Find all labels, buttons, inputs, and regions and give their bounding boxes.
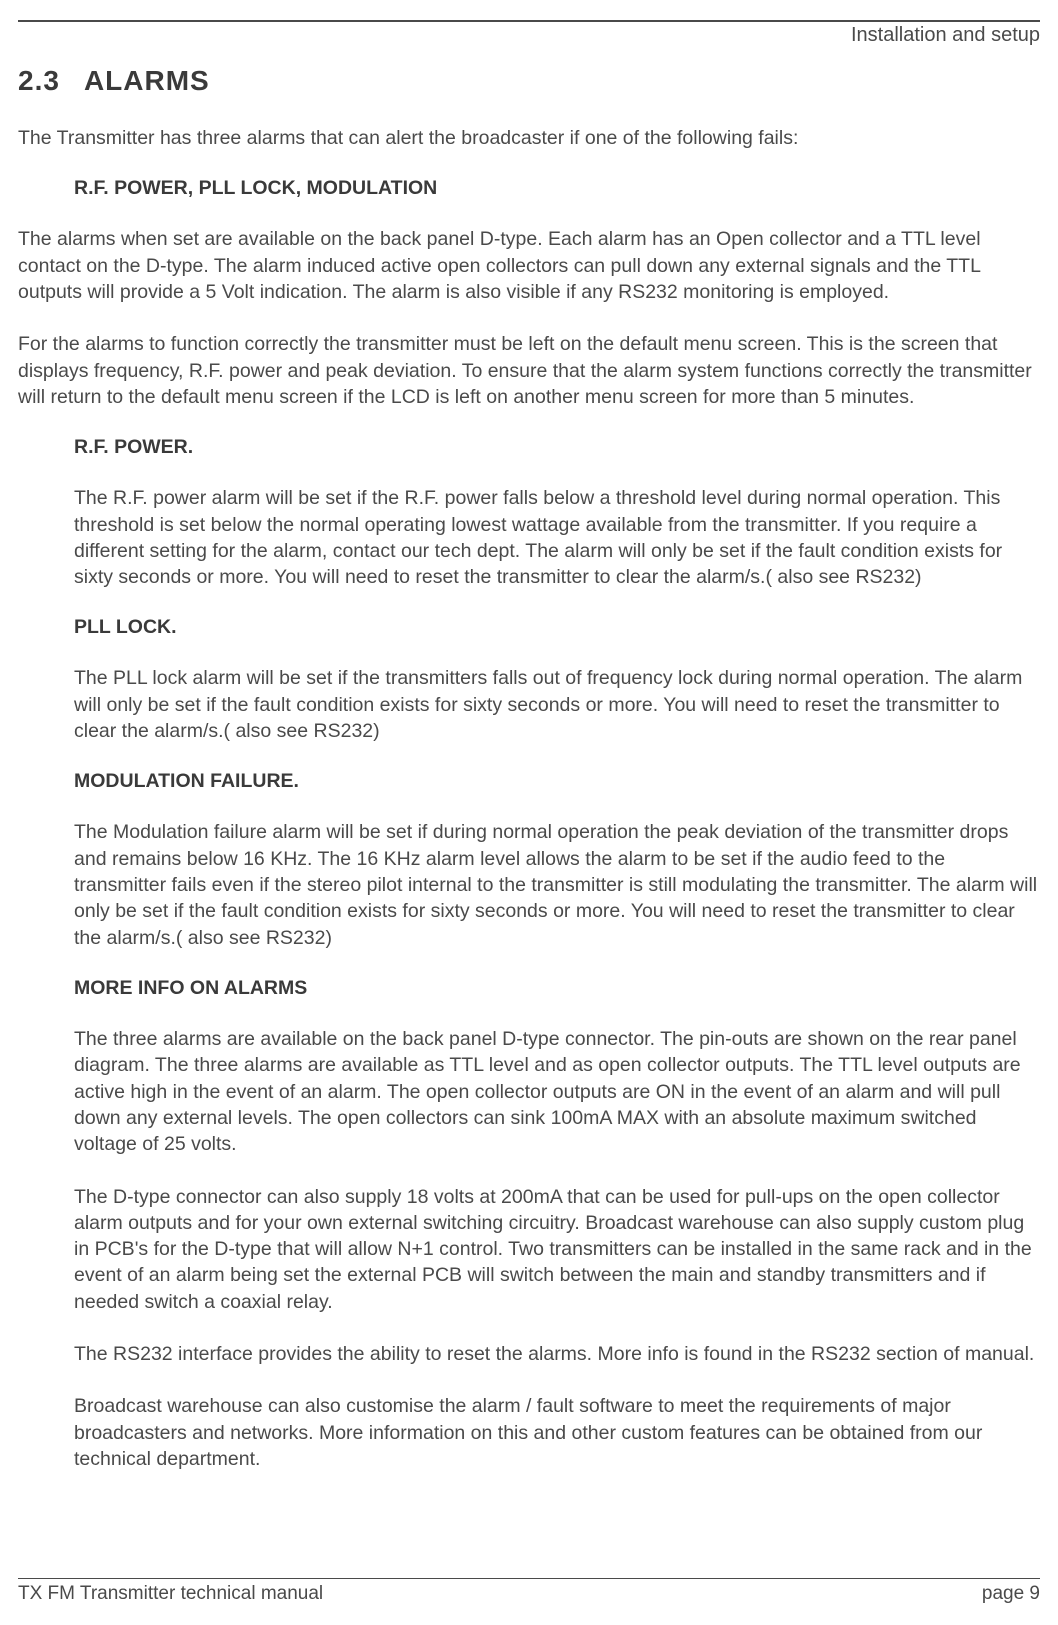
alarm-types: R.F. POWER, PLL LOCK, MODULATION [74,177,1040,200]
footer-rule [18,1578,1040,1579]
footer-left: TX FM Transmitter technical manual [18,1583,323,1605]
more-info-p3: The RS232 interface provides the ability… [74,1341,1040,1367]
intro-p1: The Transmitter has three alarms that ca… [18,125,1040,151]
more-info-p2: The D-type connector can also supply 18 … [74,1184,1040,1316]
rf-power-heading: R.F. POWER. [74,436,1040,459]
modulation-body: The Modulation failure alarm will be set… [74,819,1040,951]
modulation-heading: MODULATION FAILURE. [74,770,1040,793]
more-info-heading: MORE INFO ON ALARMS [74,977,1040,1000]
intro-p3: For the alarms to function correctly the… [18,331,1040,410]
rf-power-body: The R.F. power alarm will be set if the … [74,485,1040,590]
intro-p2: The alarms when set are available on the… [18,226,1040,305]
pll-lock-body: The PLL lock alarm will be set if the tr… [74,665,1040,744]
header-rule [18,20,1040,22]
more-info-p4: Broadcast warehouse can also customise t… [74,1393,1040,1472]
section-title: 2.3 ALARMS [18,65,1040,97]
footer: TX FM Transmitter technical manual page … [18,1578,1040,1605]
header-breadcrumb: Installation and setup [18,24,1040,47]
footer-right: page 9 [982,1583,1040,1605]
pll-lock-heading: PLL LOCK. [74,616,1040,639]
section-number: 2.3 [18,65,60,96]
section-name: ALARMS [84,65,210,96]
more-info-p1: The three alarms are available on the ba… [74,1026,1040,1158]
